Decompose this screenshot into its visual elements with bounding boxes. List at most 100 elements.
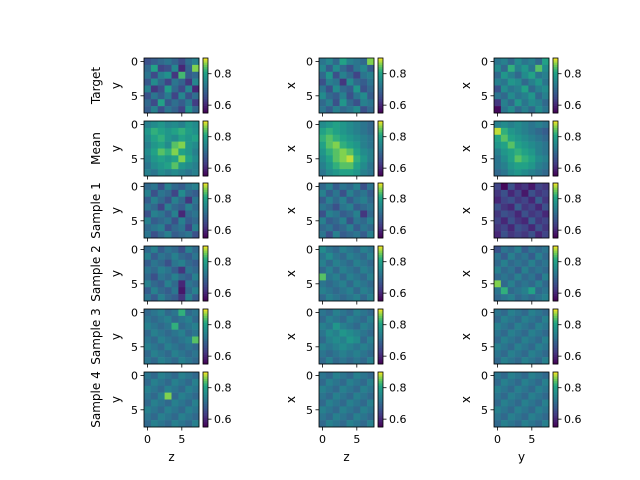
colorbar-segment [203, 101, 208, 105]
heatmap-cell [528, 85, 536, 93]
heatmap-cell [185, 210, 193, 218]
heatmap-cell [164, 406, 172, 414]
colorbar-tick-label: 0.8 [389, 382, 407, 395]
heatmap-cell [185, 399, 193, 407]
heatmap-frame [318, 371, 375, 428]
heatmap-cell [500, 99, 509, 107]
heatmap-cell [542, 203, 550, 211]
colorbar-segment [553, 381, 558, 384]
heatmap-cell [325, 155, 334, 163]
heatmap-cell [514, 309, 522, 317]
heatmap-cell [185, 99, 193, 107]
heatmap-cell [144, 413, 152, 421]
y-tick-label: 0 [306, 243, 313, 256]
colorbar: 0.60.8 [202, 308, 232, 365]
heatmap-cell [507, 231, 515, 239]
heatmap-cell [150, 252, 159, 261]
colorbar-segment [378, 121, 383, 124]
heatmap-cell [178, 336, 186, 344]
heatmap-cell [360, 294, 368, 302]
heatmap-cell [500, 92, 509, 100]
colorbar-segment [203, 173, 208, 177]
colorbar-segment [553, 406, 558, 410]
colorbar-segment [378, 404, 383, 407]
heatmap-cell [353, 309, 361, 317]
heatmap-cell [535, 372, 543, 380]
heatmap-cell [164, 85, 172, 93]
heatmap-cell [500, 336, 509, 344]
colorbar-segment [378, 271, 383, 274]
heatmap-cell [500, 231, 509, 239]
heatmap-cell [144, 85, 152, 93]
heatmap-cell [500, 287, 509, 295]
colorbar: 0.60.8 [202, 182, 232, 239]
heatmap-cell [346, 231, 354, 239]
colorbar-segment [203, 320, 208, 324]
heatmap-cell [157, 78, 165, 86]
heatmap-cell [367, 217, 375, 225]
colorbar-segment [378, 153, 383, 156]
heatmap-cell [171, 322, 179, 330]
colorbar-segment [203, 90, 208, 93]
colorbar-segment [378, 296, 383, 300]
colorbar-segment [378, 424, 383, 428]
heatmap-cell [144, 106, 152, 114]
heatmap-cell [157, 148, 165, 156]
heatmap-cell [157, 224, 165, 232]
heatmap-cell [185, 183, 193, 191]
heatmap-cell [192, 309, 200, 317]
colorbar-segment [378, 187, 383, 191]
heatmap-cell [339, 252, 347, 261]
heatmap-cell [332, 71, 340, 79]
colorbar-segment [203, 231, 208, 234]
colorbar-segment [553, 334, 558, 337]
heatmap-cell [144, 343, 152, 351]
colorbar-segment [378, 215, 383, 218]
heatmap-cell [178, 64, 186, 73]
heatmap-cell [494, 273, 502, 281]
heatmap-cell [319, 378, 327, 387]
heatmap-cell [185, 420, 193, 428]
heatmap-cell [542, 58, 550, 66]
heatmap-cell [535, 134, 543, 142]
heatmap-cell [521, 121, 529, 129]
heatmap-cell [192, 280, 200, 288]
colorbar-tick-label: 0.6 [564, 350, 582, 363]
heatmap-cell [319, 85, 327, 93]
heatmap-cell [150, 155, 159, 163]
colorbar: 0.60.8 [552, 182, 582, 239]
colorbar-segment [553, 424, 558, 428]
colorbar-segment [553, 226, 558, 230]
heatmap-cell [157, 287, 165, 295]
heatmap-cell [150, 259, 159, 267]
heatmap-cell [507, 121, 515, 129]
colorbar-segment [203, 289, 208, 293]
colorbar-segment [378, 325, 383, 328]
heatmap-cell [164, 183, 172, 191]
colorbar-segment [378, 71, 383, 75]
heatmap-cell [164, 329, 172, 337]
colorbar-segment [553, 137, 558, 140]
heatmap-cell [144, 399, 152, 407]
colorbar-segment [553, 201, 558, 205]
heatmap-cell [360, 259, 368, 267]
heatmap-cell [528, 246, 536, 254]
heatmap-cell [185, 246, 193, 254]
heatmap-cell [325, 64, 334, 73]
colorbar-segment [203, 325, 208, 328]
colorbar-segment [203, 125, 208, 129]
heatmap-cell [185, 85, 193, 93]
colorbar-segment [203, 169, 208, 172]
heatmap-cell [150, 406, 159, 414]
heatmap-cell [353, 413, 361, 421]
colorbar-segment [553, 80, 558, 84]
heatmap-cell [185, 413, 193, 421]
heatmap-cell [325, 322, 334, 330]
heatmap-cell [507, 162, 515, 170]
heatmap-cell [192, 246, 200, 254]
heatmap-cell [535, 231, 543, 239]
heatmap-cell [494, 392, 502, 400]
heatmap-cell [150, 372, 159, 380]
heatmap-cell [325, 189, 334, 198]
